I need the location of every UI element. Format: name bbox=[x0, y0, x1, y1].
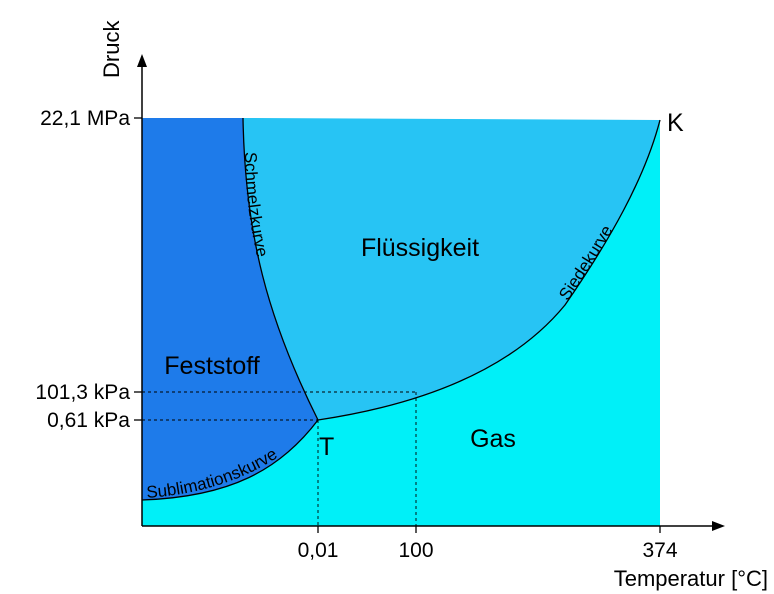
solid-region bbox=[142, 118, 318, 500]
axes bbox=[141, 60, 718, 527]
boiling-curve bbox=[317, 119, 661, 421]
x-axis-arrow bbox=[712, 521, 725, 531]
ticks bbox=[134, 117, 661, 533]
y-tick-label-101kpa: 101,3 kPa bbox=[35, 381, 130, 404]
melting-curve bbox=[242, 117, 319, 421]
critical-point-label: K bbox=[667, 109, 684, 137]
x-tick-label-100: 100 bbox=[398, 539, 433, 562]
region-label-solid: Feststoff bbox=[164, 352, 259, 380]
sublimation-curve bbox=[141, 419, 319, 501]
x-tick-label-374: 374 bbox=[642, 539, 677, 562]
x-axis-label: Temperatur [°C] bbox=[614, 566, 768, 591]
y-tick-label-061kpa: 0,61 kPa bbox=[47, 409, 130, 432]
y-tick-label-22mpa: 22,1 MPa bbox=[40, 107, 130, 130]
triple-point-label: T bbox=[319, 433, 334, 461]
region-label-gas: Gas bbox=[470, 425, 516, 453]
guide-lines bbox=[142, 391, 417, 526]
y-axis-arrow bbox=[137, 54, 147, 67]
y-axis-label: Druck bbox=[99, 20, 124, 78]
gas-region bbox=[142, 120, 660, 526]
region-label-liquid: Flüssigkeit bbox=[361, 234, 479, 262]
liquid-region bbox=[243, 118, 660, 420]
x-tick-label-001: 0,01 bbox=[298, 539, 339, 562]
